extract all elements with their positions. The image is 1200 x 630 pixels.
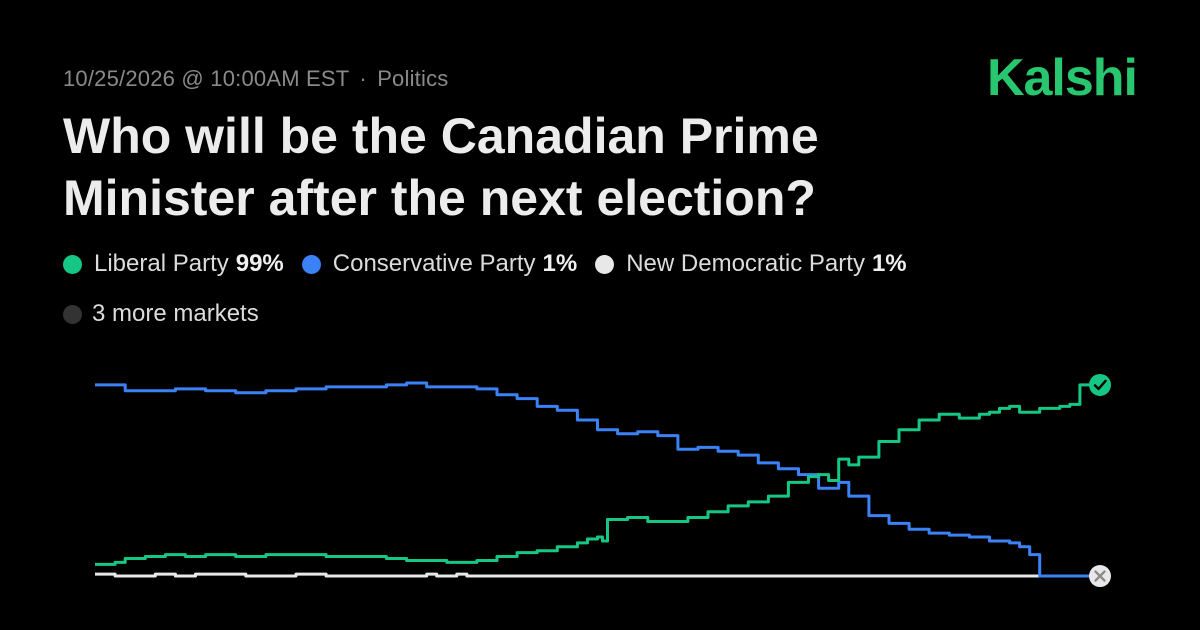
chart-legend: Liberal Party 99% Conservative Party 1% … [63, 250, 925, 278]
market-category: Politics [377, 66, 449, 91]
x-icon [1089, 565, 1111, 588]
legend-value: 1% [871, 250, 907, 277]
legend-label: Conservative Party [332, 250, 536, 277]
marker-layer [1089, 373, 1111, 588]
series-line-conservative-party [95, 381, 1100, 578]
more-markets-label: 3 more markets [92, 300, 259, 327]
more-markets[interactable]: 3 more markets [63, 300, 259, 328]
market-meta: 10/25/2026 @ 10:00AM EST · Politics [63, 66, 448, 92]
ndp-dot-icon [595, 254, 615, 274]
conservative-dot-icon [301, 254, 321, 274]
legend-value: 1% [542, 250, 578, 277]
legend-label: New Democratic Party [626, 250, 865, 277]
kalshi-logo[interactable]: Kalshi [986, 49, 1138, 107]
legend-label: Liberal Party [94, 250, 229, 277]
series-line-new-democratic-party [95, 572, 1100, 578]
series-layer [95, 381, 1100, 578]
legend-item-ndp[interactable]: New Democratic Party 1% [595, 250, 907, 278]
check-icon [1089, 373, 1111, 396]
market-title: Who will be the Canadian Prime Minister … [63, 108, 819, 226]
legend-value: 99% [235, 250, 284, 277]
liberal-dot-icon [63, 254, 82, 274]
meta-separator: · [359, 66, 367, 91]
series-line-liberal-party [95, 383, 1100, 566]
market-time: @ 10:00AM EST [181, 66, 350, 91]
more-markets-dot-icon [63, 304, 82, 324]
legend-item-liberal[interactable]: Liberal Party 99% [63, 250, 284, 278]
market-date: 10/25/2026 [63, 66, 176, 91]
legend-item-conservative[interactable]: Conservative Party 1% [301, 250, 578, 278]
